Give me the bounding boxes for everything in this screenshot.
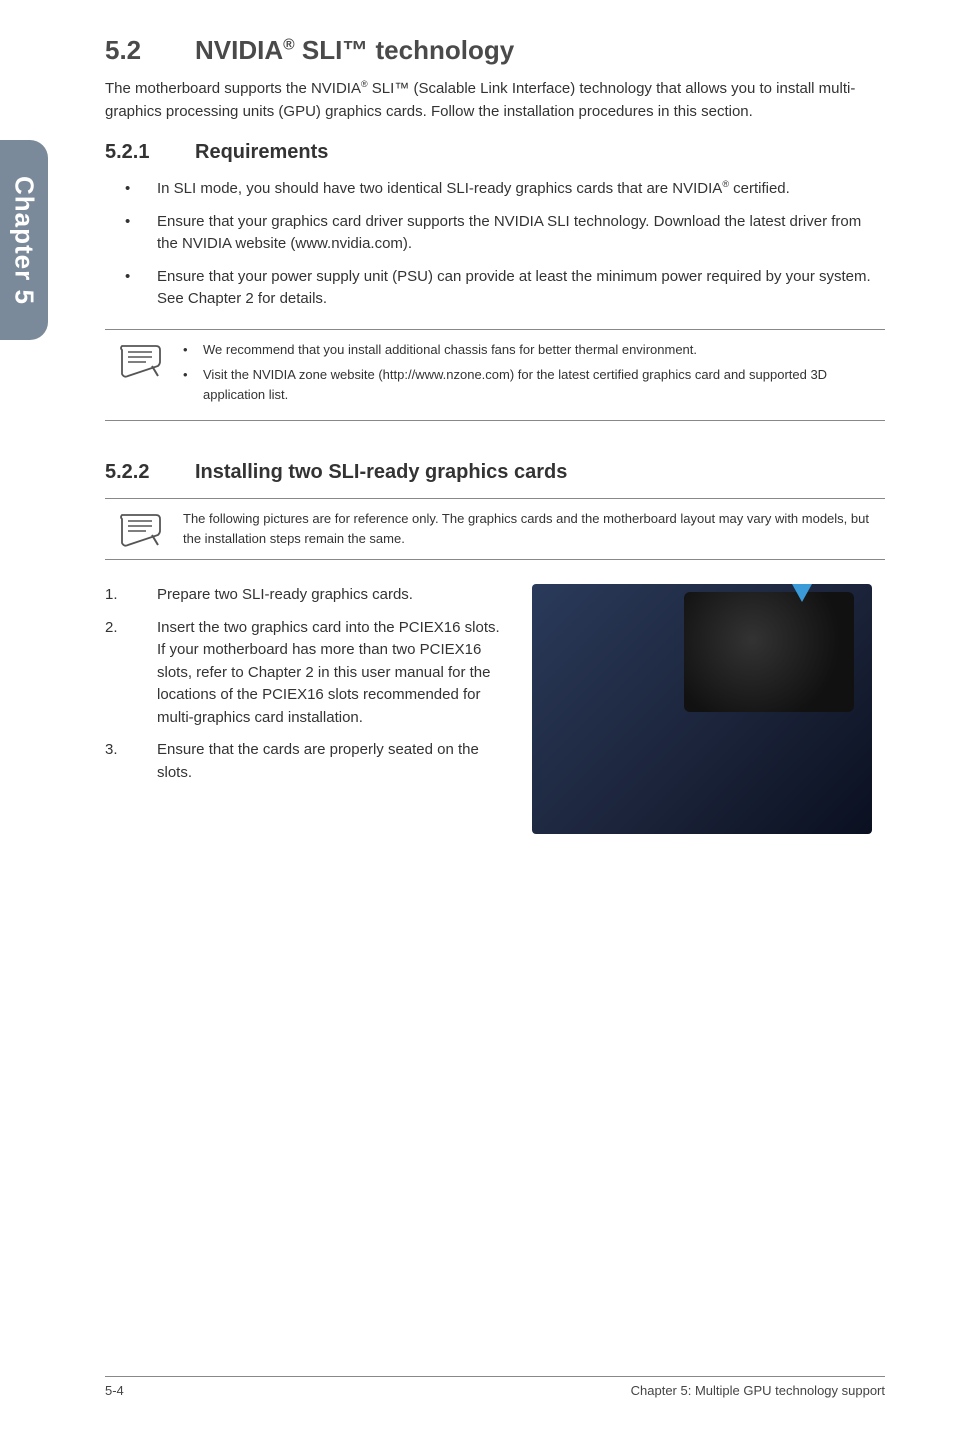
requirement-item: Ensure that your graphics card driver su… (105, 211, 885, 256)
install-image-col (518, 584, 885, 834)
note-icon (105, 509, 175, 549)
step-number: 2. (105, 617, 118, 640)
chapter-side-tab-label: Chapter 5 (9, 176, 40, 305)
page-footer: 5-4 Chapter 5: Multiple GPU technology s… (105, 1376, 885, 1398)
note-content: We recommend that you install additional… (175, 340, 885, 411)
note-item: Visit the NVIDIA zone website (http://ww… (175, 365, 885, 404)
section-title-mid: SLI™ technology (295, 35, 515, 65)
step-text: Insert the two graphics card into the PC… (157, 619, 500, 726)
install-step: 2. Insert the two graphics card into the… (105, 617, 500, 730)
note-box: We recommend that you install additional… (105, 329, 885, 422)
page-content: 5.2NVIDIA® SLI™ technology The motherboa… (105, 35, 885, 854)
install-step: 1. Prepare two SLI-ready graphics cards. (105, 584, 500, 607)
subsection-requirements-number: 5.2.1 (105, 141, 195, 164)
install-steps-col: 1. Prepare two SLI-ready graphics cards.… (105, 584, 500, 834)
subsection-installing-title: 5.2.2Installing two SLI-ready graphics c… (105, 461, 885, 484)
intro-registered: ® (361, 79, 368, 89)
registered-mark: ® (283, 36, 295, 53)
subsection-requirements-label: Requirements (195, 141, 328, 163)
requirements-list: In SLI mode, you should have two identic… (105, 178, 885, 311)
section-title-prefix: NVIDIA (195, 35, 283, 65)
subsection-installing-label: Installing two SLI-ready graphics cards (195, 461, 567, 483)
subsection-installing-number: 5.2.2 (105, 461, 195, 484)
note-icon (105, 340, 175, 380)
subsection-requirements-title: 5.2.1Requirements (105, 141, 885, 164)
intro-paragraph: The motherboard supports the NVIDIA® SLI… (105, 78, 885, 123)
step-number: 3. (105, 739, 118, 762)
req-item1-a: In SLI mode, you should have two identic… (157, 180, 722, 197)
note-item: We recommend that you install additional… (175, 340, 885, 360)
requirement-item: Ensure that your power supply unit (PSU)… (105, 266, 885, 311)
note-box: The following pictures are for reference… (105, 498, 885, 560)
req-item1-sup: ® (722, 179, 729, 189)
req-item1-b: certified. (729, 180, 790, 197)
install-steps-list: 1. Prepare two SLI-ready graphics cards.… (105, 584, 500, 784)
chapter-side-tab: Chapter 5 (0, 140, 48, 340)
note-content: The following pictures are for reference… (175, 509, 885, 548)
section-number: 5.2 (105, 35, 195, 66)
requirement-item: In SLI mode, you should have two identic… (105, 178, 885, 201)
install-steps-row: 1. Prepare two SLI-ready graphics cards.… (105, 584, 885, 834)
motherboard-image (532, 584, 872, 834)
step-text: Prepare two SLI-ready graphics cards. (157, 586, 413, 603)
section-title: 5.2NVIDIA® SLI™ technology (105, 35, 885, 66)
install-arrow-icon (792, 584, 812, 602)
install-step: 3. Ensure that the cards are properly se… (105, 739, 500, 784)
chapter-footer-label: Chapter 5: Multiple GPU technology suppo… (631, 1383, 885, 1398)
step-number: 1. (105, 584, 118, 607)
intro-part1: The motherboard supports the NVIDIA (105, 80, 361, 97)
page-number: 5-4 (105, 1383, 124, 1398)
step-text: Ensure that the cards are properly seate… (157, 741, 479, 781)
